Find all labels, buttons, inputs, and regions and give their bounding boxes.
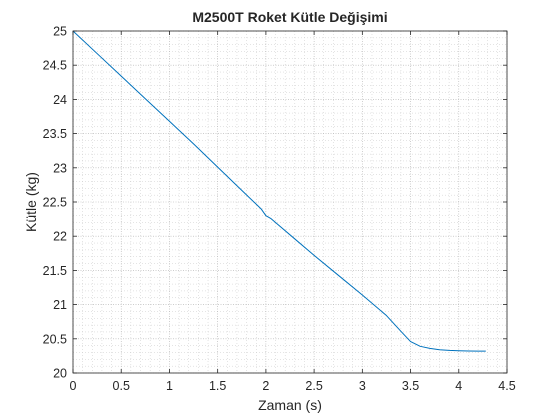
y-axis-label: Kütle (kg) [23, 172, 39, 232]
x-tick-label: 1.5 [209, 379, 226, 393]
y-tick-label: 23 [53, 161, 67, 175]
y-tick-labels: 20 20.5 21 21.5 22 22.5 23 23.5 24 24.5 25 [43, 25, 67, 381]
chart-title: M2500T Roket Kütle Değişimi [192, 9, 387, 25]
x-tick-label: 2.5 [305, 379, 322, 393]
x-tick-label: 2 [262, 379, 269, 393]
y-tick-label: 22.5 [43, 196, 67, 210]
plot-area [73, 31, 507, 373]
y-tick-label: 21 [53, 298, 67, 312]
x-axis-label: Zaman (s) [258, 397, 322, 413]
x-tick-label: 4.5 [498, 379, 515, 393]
x-tick-label: 4 [455, 379, 462, 393]
y-tick-label: 25 [53, 25, 67, 39]
y-tick-label: 21.5 [43, 264, 67, 278]
minor-grid [73, 31, 507, 373]
series-layer [72, 30, 486, 352]
x-tick-label: 0 [70, 379, 77, 393]
x-tick-label: 3 [359, 379, 366, 393]
x-tick-label: 0.5 [113, 379, 130, 393]
y-tick-label: 24 [53, 93, 67, 107]
x-tick-label: 3.5 [402, 379, 419, 393]
y-tick-label: 23.5 [43, 127, 67, 141]
y-tick-label: 22 [53, 230, 67, 244]
ticks [72, 30, 508, 374]
y-tick-label: 20 [53, 367, 67, 381]
x-tick-label: 1 [166, 379, 173, 393]
y-tick-label: 24.5 [43, 59, 67, 73]
x-tick-labels: 0 0.5 1 1.5 2 2.5 3 3.5 4 4.5 [70, 379, 516, 393]
y-tick-label: 20.5 [43, 332, 67, 346]
series-line [72, 30, 486, 352]
